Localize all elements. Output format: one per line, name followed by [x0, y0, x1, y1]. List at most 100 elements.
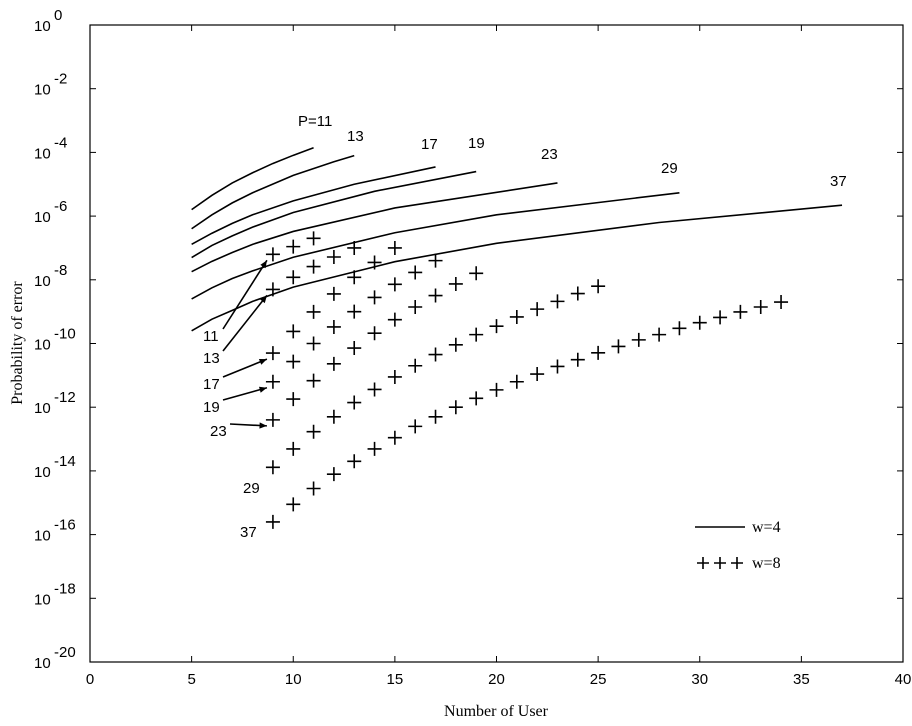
- plus-marker: [490, 383, 504, 397]
- y-tick-exponent: 0: [54, 7, 62, 24]
- plus-marker: [347, 454, 361, 468]
- plus-marker: [591, 279, 605, 293]
- plus-marker: [327, 320, 341, 334]
- curve-label: 13: [203, 350, 220, 367]
- y-tick-label: 10: [34, 591, 51, 608]
- plus-marker: [286, 324, 300, 338]
- plus-marker: [713, 310, 727, 324]
- plus-marker: [266, 247, 280, 261]
- plus-marker: [266, 282, 280, 296]
- x-tick-label: 15: [387, 671, 404, 688]
- y-tick-label: 10: [34, 400, 51, 417]
- plus-marker: [368, 290, 382, 304]
- plus-marker: [266, 515, 280, 529]
- x-tick-label: 40: [895, 671, 912, 688]
- plus-marker: [307, 482, 321, 496]
- plus-marker: [286, 270, 300, 284]
- x-tick-label: 30: [691, 671, 708, 688]
- plus-marker: [388, 313, 402, 327]
- plus-marker: [469, 266, 483, 280]
- plus-marker: [266, 375, 280, 389]
- y-tick-label: 10: [34, 273, 51, 290]
- y-tick-label: 10: [34, 337, 51, 354]
- plus-marker: [449, 338, 463, 352]
- curve-label: 29: [661, 160, 678, 177]
- curve-label: 11: [203, 328, 219, 345]
- plus-marker: [469, 328, 483, 342]
- arrow-head: [259, 387, 267, 393]
- x-axis-label: Number of User: [444, 703, 549, 720]
- plus-marker: [327, 410, 341, 424]
- curve-label: 19: [203, 399, 220, 416]
- y-axis-label: Probability of error: [9, 281, 26, 405]
- legend-label: w=8: [752, 555, 781, 572]
- y-tick-label: 10: [34, 18, 51, 35]
- plus-marker: [266, 460, 280, 474]
- y-tick-exponent: -20: [54, 644, 76, 661]
- y-tick-exponent: -14: [54, 453, 76, 470]
- arrow-head: [259, 359, 267, 365]
- plus-marker: [286, 497, 300, 511]
- y-tick-exponent: -16: [54, 517, 76, 534]
- plus-marker: [286, 442, 300, 456]
- y-tick-label: 10: [34, 464, 51, 481]
- plus-marker: [408, 419, 422, 433]
- plus-marker: [307, 425, 321, 439]
- plus-marker: [327, 467, 341, 481]
- plus-marker: [571, 287, 585, 301]
- y-tick-exponent: -4: [54, 134, 67, 151]
- plus-marker: [307, 305, 321, 319]
- plus-marker: [672, 321, 686, 335]
- plus-marker: [388, 370, 402, 384]
- plus-marker: [449, 277, 463, 291]
- y-tick-label: 10: [34, 528, 51, 545]
- plus-marker: [347, 341, 361, 355]
- plus-marker: [632, 333, 646, 347]
- curve-label: 17: [203, 376, 220, 393]
- plus-marker: [510, 310, 524, 324]
- plus-marker: [429, 348, 443, 362]
- plus-marker: [327, 287, 341, 301]
- plus-marker: [429, 410, 443, 424]
- y-tick-exponent: -6: [54, 198, 67, 215]
- y-tick-label: 10: [34, 145, 51, 162]
- plus-marker: [286, 240, 300, 254]
- y-tick-exponent: -12: [54, 389, 76, 406]
- x-tick-label: 10: [285, 671, 302, 688]
- plus-marker: [469, 391, 483, 405]
- arrow: [223, 260, 267, 329]
- x-tick-label: 35: [793, 671, 810, 688]
- plus-marker: [388, 431, 402, 445]
- plus-marker: [388, 277, 402, 291]
- plus-marker: [591, 346, 605, 360]
- y-tick-label: 10: [34, 655, 51, 672]
- plus-marker: [733, 305, 747, 319]
- curve-label: 23: [210, 423, 227, 440]
- plus-marker: [327, 250, 341, 264]
- plus-marker: [774, 295, 788, 309]
- plus-marker: [368, 326, 382, 340]
- y-tick-label: 10: [34, 209, 51, 226]
- curve: [192, 193, 680, 299]
- plus-marker: [286, 355, 300, 369]
- legend-label: w=4: [752, 519, 781, 536]
- plus-marker: [530, 302, 544, 316]
- y-tick-exponent: -18: [54, 580, 76, 597]
- plus-marker: [408, 265, 422, 279]
- plus-marker: [347, 305, 361, 319]
- curve-label: 23: [541, 146, 558, 163]
- plus-marker: [266, 413, 280, 427]
- plus-marker: [327, 357, 341, 371]
- y-tick-label: 10: [34, 82, 51, 99]
- curve-label: 19: [468, 135, 485, 152]
- curve-label: 13: [347, 128, 364, 145]
- plus-marker: [754, 300, 768, 314]
- curve-label: P=11: [298, 113, 332, 130]
- plus-marker: [408, 359, 422, 373]
- plus-marker: [286, 392, 300, 406]
- arrow-head: [259, 422, 267, 428]
- curve-label: 37: [240, 524, 257, 541]
- y-tick-exponent: -10: [54, 326, 76, 343]
- plus-marker: [550, 359, 564, 373]
- plus-marker: [368, 382, 382, 396]
